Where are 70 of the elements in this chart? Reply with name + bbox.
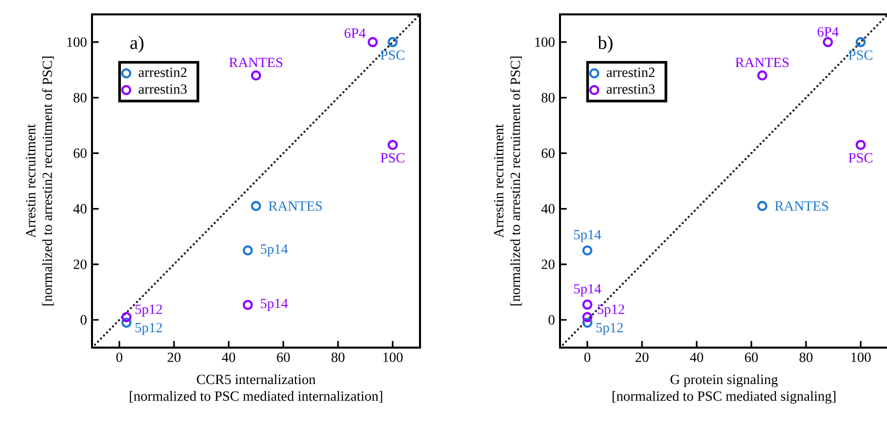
point — [388, 37, 398, 48]
y-tick-label: 40 — [73, 204, 87, 214]
x-tick-label: 20 — [636, 352, 648, 362]
x-tick-label: 80 — [800, 352, 812, 362]
legend-label: arrestin3 — [606, 84, 655, 94]
point — [582, 312, 592, 322]
y-axis-title: Arrestin recruitment [normalized to arrestin2 recruitment of PSC] — [26, 56, 54, 306]
point — [582, 245, 592, 256]
annotation: 5p14 — [260, 244, 288, 257]
x-tick-label: 100 — [383, 352, 403, 362]
legend-label: arrestin2 — [606, 68, 654, 78]
point — [250, 70, 262, 81]
y-tick-label: 60 — [542, 148, 555, 158]
x-tick-label: 80 — [332, 352, 344, 362]
point — [250, 200, 262, 212]
y-tick-label: 40 — [541, 204, 555, 214]
point — [856, 37, 866, 48]
point — [822, 37, 833, 48]
x-axis-title: G protein signaling [normalized to PSC mediated signaling] — [612, 374, 836, 404]
annotation: 5p12 — [136, 322, 162, 336]
annotation: 6P4 — [344, 28, 366, 38]
annotation: RANTES — [735, 58, 789, 68]
annotation: RANTES — [229, 58, 282, 68]
point — [582, 318, 592, 328]
x-axis-title: CCR5 internalization [normalized to PSC mediated internalization] — [130, 374, 382, 403]
annotation: 5p12 — [136, 304, 162, 317]
point — [368, 37, 378, 48]
x-tick-label: 20 — [168, 352, 180, 362]
y-tick-label: 80 — [542, 92, 555, 102]
point — [242, 245, 253, 256]
annotation: RANTES — [774, 201, 828, 211]
x-tick-label: 40 — [690, 352, 704, 362]
point — [388, 140, 398, 150]
x-tick-label: 0 — [584, 352, 590, 362]
y-tick-label: 20 — [542, 260, 555, 270]
annotation: 6P4 — [818, 27, 839, 37]
legend-label: arrestin3 — [138, 84, 187, 94]
y-axis-title: Arrestin recruitment [normalized to arrestin2 recruitment of PSC] — [494, 56, 522, 306]
x-tick-label: 100 — [851, 352, 871, 362]
annotation: 5p12 — [596, 322, 623, 336]
y-tick-label: 0 — [548, 315, 555, 325]
annotation: 5p14 — [260, 298, 288, 311]
y-tick-label: 100 — [535, 37, 555, 47]
point — [242, 300, 253, 310]
y-tick-label: 20 — [74, 260, 87, 270]
annotation: 5p14 — [574, 230, 602, 242]
annotation: PSC — [380, 50, 404, 60]
point — [582, 300, 592, 310]
x-tick-label: 0 — [116, 352, 122, 362]
y-tick-label: 100 — [67, 37, 87, 47]
point — [121, 312, 132, 322]
annotation: a) — [130, 36, 144, 53]
x-tick-label: 60 — [276, 352, 290, 362]
x-tick-label: 60 — [744, 352, 758, 362]
y-tick-label: 0 — [80, 315, 87, 325]
legend-label: arrestin2 — [138, 68, 186, 78]
point — [757, 200, 768, 212]
point — [121, 318, 132, 328]
annotation: RANTES — [268, 201, 322, 211]
y-tick-label: 80 — [74, 92, 87, 102]
annotation: 5p14 — [574, 284, 602, 296]
annotation: b) — [598, 36, 612, 53]
annotation: PSC — [848, 50, 872, 60]
annotation: 5p12 — [598, 304, 624, 317]
x-tick-label: 40 — [222, 352, 236, 362]
point — [856, 140, 866, 150]
y-tick-label: 60 — [74, 148, 87, 158]
annotation: PSC — [848, 153, 872, 163]
annotation: PSC — [380, 153, 404, 163]
point — [757, 70, 768, 81]
